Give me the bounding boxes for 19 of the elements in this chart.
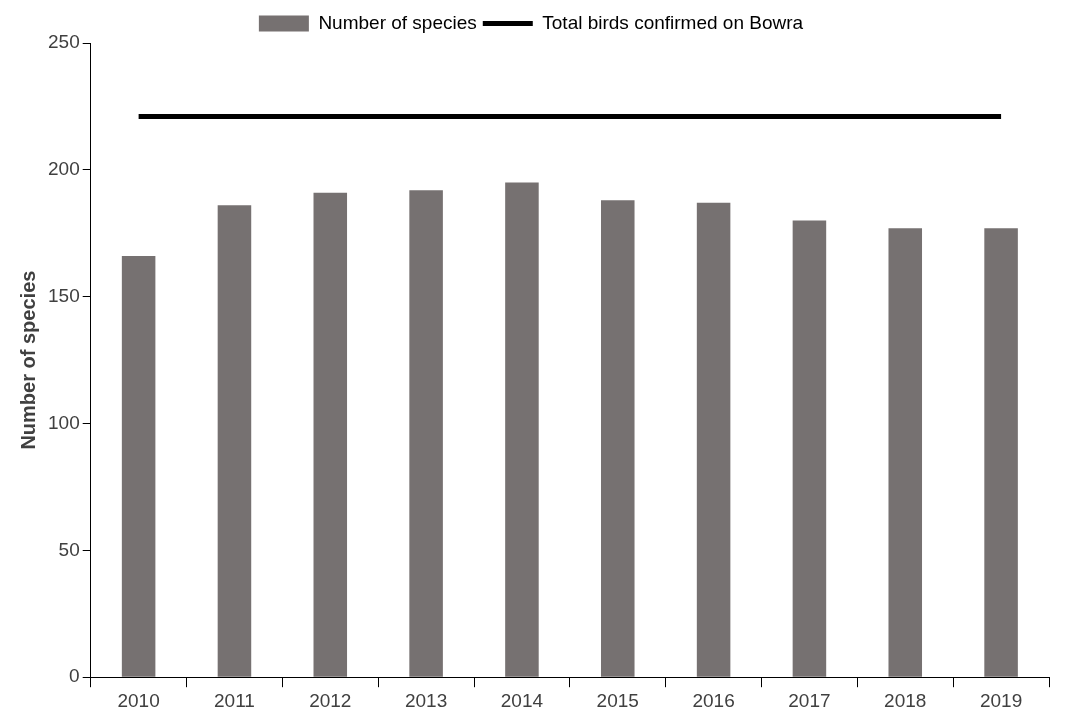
x-tick-label: 2017 (788, 689, 831, 711)
legend-label: Number of species (318, 11, 477, 33)
y-tick-label: 100 (48, 411, 80, 433)
x-tick-label: 2015 (596, 689, 639, 711)
x-tick-label: 2012 (309, 689, 352, 711)
y-tick-label: 150 (48, 284, 80, 306)
x-tick-label: 2011 (214, 689, 255, 711)
x-tick-label: 2016 (692, 689, 735, 711)
x-tick-label: 2013 (404, 689, 448, 711)
x-tick-label: 2014 (500, 689, 544, 711)
legend-label: Total birds confirmed on Bowra (542, 11, 804, 33)
x-tick-label: 2010 (117, 689, 160, 711)
x-tick-label: 2018 (884, 689, 927, 711)
y-tick-label: 250 (48, 31, 80, 53)
y-tick-label: 0 (69, 665, 80, 687)
x-tick-label: 2019 (979, 689, 1023, 711)
y-axis-title: Number of species (16, 270, 39, 450)
y-tick-label: 50 (58, 538, 80, 560)
y-tick-label: 200 (48, 158, 80, 180)
